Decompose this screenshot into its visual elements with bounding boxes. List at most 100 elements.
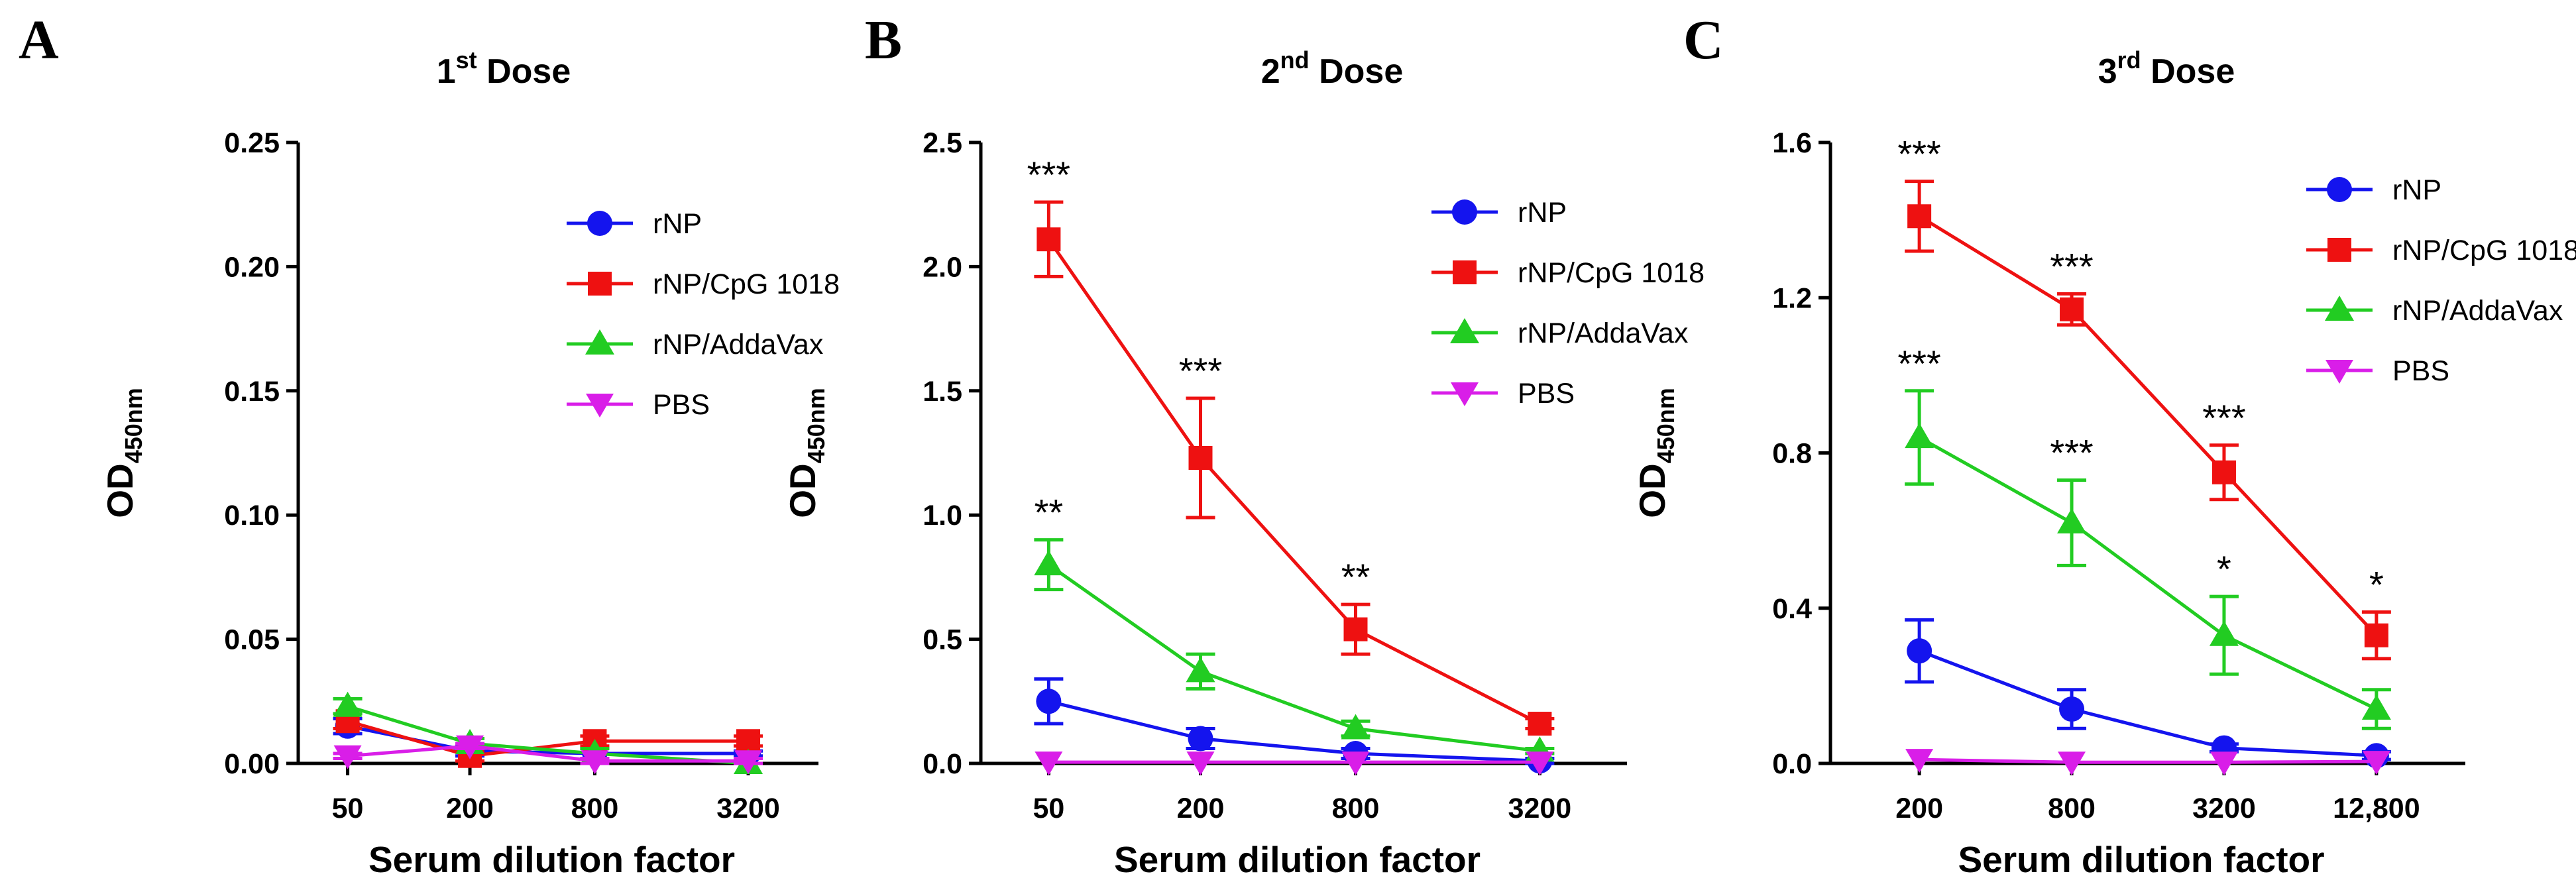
legend-label: rNP/AddaVax <box>1518 317 1689 349</box>
chart-title-rest: Dose <box>1310 52 1404 91</box>
series-line <box>1918 215 2378 637</box>
legend-marker <box>2325 296 2354 321</box>
legend-label: rNP <box>2392 174 2441 206</box>
panel-a: A 1st Dose 0.00 0.05 0.10 0.15 0.20 0.25 50 200 80… <box>19 9 840 880</box>
chart-title-main: 3 <box>2098 52 2117 91</box>
x-tick-label: 3200 <box>2192 793 2256 824</box>
x-tick-label: 12,800 <box>2333 793 2420 824</box>
legend: rNP rNP/CpG 1018 rNP/AddaVax PBS <box>2306 174 2576 387</box>
data-point <box>1905 423 1934 449</box>
data-point <box>456 735 484 759</box>
legend-marker <box>585 329 614 355</box>
series-rnp-cpg-1018 <box>1905 180 2391 661</box>
y-tick-label: 2.5 <box>923 127 962 159</box>
series-pbs <box>1905 749 2390 776</box>
legend-label: rNP/CpG 1018 <box>653 268 840 300</box>
series-rnp-addavax <box>1905 389 2391 730</box>
legend-marker <box>1452 199 1477 225</box>
panel-letter: B <box>865 9 902 71</box>
chart-title: 3rd Dose <box>2098 46 2235 91</box>
panel-letter: C <box>1683 9 1724 71</box>
x-axis-title: Serum dilution factor <box>1114 839 1481 880</box>
legend: rNP rNP/CpG 1018 rNP/AddaVax PBS <box>1431 197 1705 410</box>
y-tick-label: 0.10 <box>224 500 280 531</box>
data-point <box>2212 460 2236 484</box>
y-axis-title-main: OD <box>782 463 823 518</box>
y-tick-label: 0.25 <box>224 127 280 159</box>
legend-label: rNP/CpG 1018 <box>1518 257 1705 289</box>
y-tick-label: 0.05 <box>224 624 280 656</box>
data-point <box>1186 657 1215 683</box>
series-line <box>1048 699 1540 763</box>
panel-b: B 2nd Dose 0.0 0.5 1.0 1.5 2.0 2.5 50 200 800 3200 S… <box>782 9 1705 880</box>
y-tick-label: 0.0 <box>1772 748 1812 780</box>
data-point <box>1905 749 1934 773</box>
y-tick-label: 0.20 <box>224 251 280 283</box>
data-point <box>734 750 763 775</box>
significance-label: * <box>2369 564 2384 606</box>
legend-label: PBS <box>2392 355 2449 387</box>
data-point <box>1188 445 1213 470</box>
data-point <box>2059 696 2085 722</box>
y-tick-label: 0.0 <box>923 748 962 780</box>
panel-c: C 3rd Dose 0.0 0.4 0.8 1.2 1.6 200 800 3200 12,800… <box>1632 9 2576 880</box>
x-tick-label: 3200 <box>1508 793 1572 824</box>
legend-label: rNP <box>1518 197 1567 229</box>
data-point <box>1341 751 1370 776</box>
chart-title-sup: st <box>456 46 477 74</box>
x-tick-label: 3200 <box>716 793 780 824</box>
significance-label: * <box>2217 548 2231 590</box>
data-point <box>2058 751 2086 776</box>
chart-title-sup: nd <box>1280 46 1310 74</box>
chart-title-sup: rd <box>2117 46 2141 74</box>
data-point <box>2209 620 2239 646</box>
data-point <box>1035 751 1063 776</box>
legend-marker <box>2325 360 2353 384</box>
y-tick-label: 0.8 <box>1772 438 1812 470</box>
x-tick-label: 200 <box>1177 793 1225 824</box>
y-tick-label: 0.00 <box>224 748 280 780</box>
x-axis-title: Serum dilution factor <box>1958 839 2324 880</box>
series-line <box>1919 757 2377 764</box>
significance-label: *** <box>1897 343 1940 384</box>
legend-label: rNP/CpG 1018 <box>2392 235 2576 266</box>
series-line <box>1047 238 1541 726</box>
x-tick-label: 50 <box>332 793 364 824</box>
series-rnp-cpg-1018 <box>1034 200 1555 736</box>
y-tick-label: 1.0 <box>923 500 962 531</box>
significance-label: ** <box>1035 492 1064 533</box>
x-tick-label: 200 <box>1895 793 1943 824</box>
series-line <box>347 704 749 765</box>
data-point <box>2057 508 2087 533</box>
chart-title-main: 2 <box>1261 52 1280 91</box>
x-tick-label: 50 <box>1033 793 1064 824</box>
y-axis-title-main: OD <box>99 463 140 518</box>
significance-label: *** <box>1027 154 1070 195</box>
y-tick-label: 1.6 <box>1772 127 1812 159</box>
y-tick-label: 1.2 <box>1772 282 1812 314</box>
data-point <box>1343 617 1368 641</box>
series-rnp-addavax <box>1034 538 1555 762</box>
x-tick-label: 800 <box>571 793 619 824</box>
y-tick-label: 2.0 <box>923 251 962 283</box>
chart-title-rest: Dose <box>2141 52 2235 91</box>
significance-label: ** <box>1341 556 1371 598</box>
legend-marker <box>587 211 612 236</box>
legend-label: rNP/AddaVax <box>2392 295 2563 327</box>
data-point <box>1907 638 1932 664</box>
chart-title-rest: Dose <box>477 52 571 91</box>
data-point <box>581 750 609 775</box>
y-tick-label: 1.5 <box>923 376 962 408</box>
data-point <box>333 745 362 769</box>
y-axis-title: OD450nm <box>1632 388 1679 518</box>
legend-marker <box>1453 260 1477 284</box>
data-point <box>1036 227 1061 252</box>
y-axis-title: OD450nm <box>782 388 830 518</box>
chart-title: 1st Dose <box>437 46 571 91</box>
significance-label: *** <box>2202 397 2245 439</box>
y-axis-title-sub: 450nm <box>120 388 147 463</box>
legend-label: PBS <box>1518 378 1575 410</box>
legend-label: rNP/AddaVax <box>653 329 824 361</box>
y-axis-title: OD450nm <box>99 388 147 518</box>
